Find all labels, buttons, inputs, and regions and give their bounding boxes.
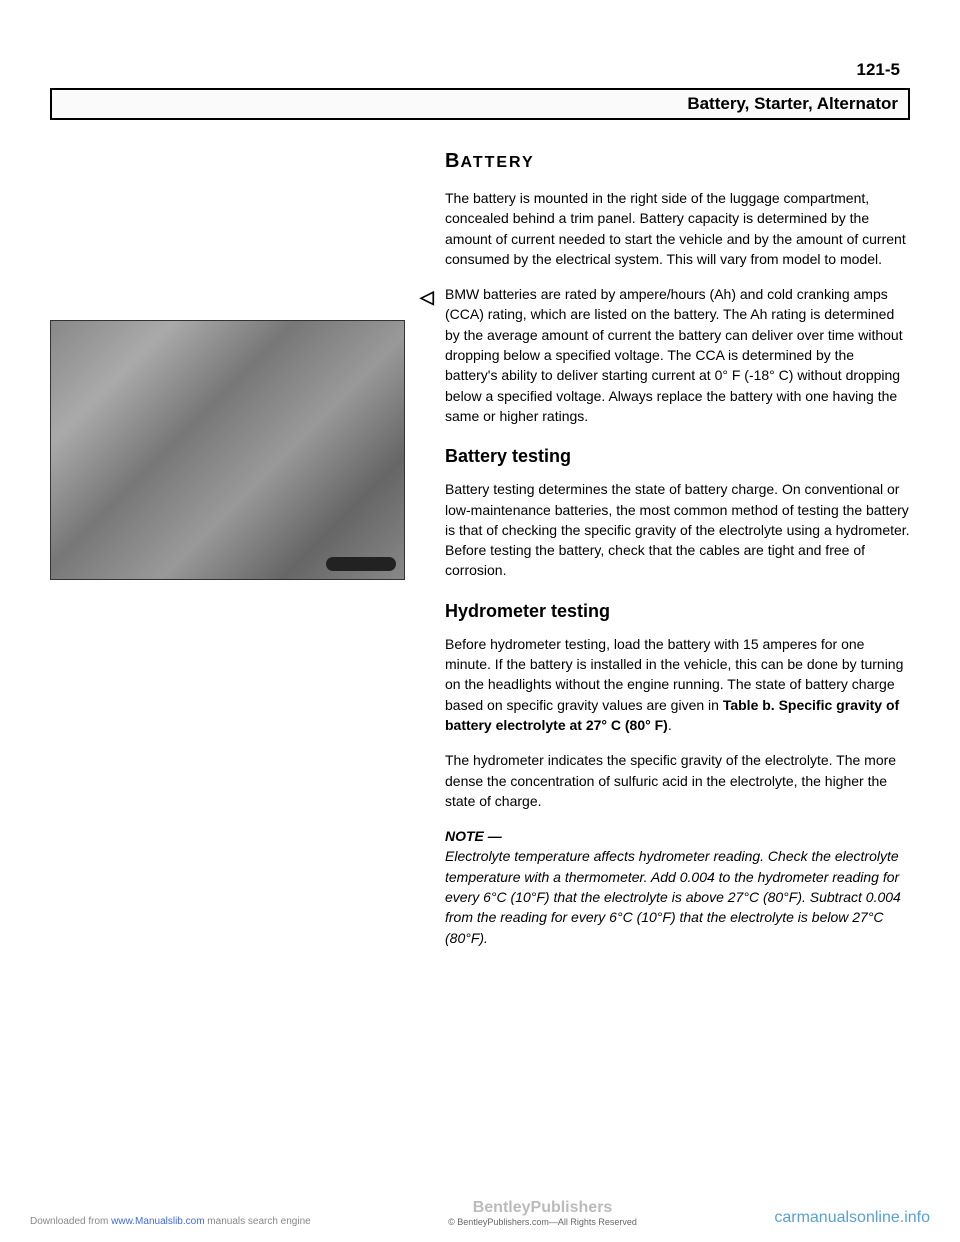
battery-heading: BATTERY <box>445 150 910 173</box>
hydrometer-paragraph-2: The hydrometer indicates the specific gr… <box>445 750 910 811</box>
battery-photo <box>50 320 405 580</box>
arrow-text: BMW batteries are rated by ampere/hours … <box>445 286 903 424</box>
page-footer: Downloaded from www.Manualslib.com manua… <box>0 1199 960 1227</box>
battery-testing-paragraph: Battery testing determines the state of … <box>445 479 910 580</box>
footer-center: BentleyPublishers <box>448 1199 637 1217</box>
hydrometer-testing-heading: Hydrometer testing <box>445 601 910 622</box>
intro-paragraph: The battery is mounted in the right side… <box>445 188 910 269</box>
note-text: Electrolyte temperature affects hydromet… <box>445 848 901 945</box>
page-number: 121-5 <box>50 60 910 80</box>
arrow-paragraph: ◁ BMW batteries are rated by ampere/hour… <box>445 284 910 426</box>
hydrometer-paragraph-1: Before hydrometer testing, load the batt… <box>445 634 910 735</box>
footer-center-sub: © BentleyPublishers.com—All Rights Reser… <box>448 1217 637 1227</box>
footer-left-a: Downloaded from <box>30 1216 111 1227</box>
footer-right[interactable]: carmanualsonline.info <box>774 1209 930 1227</box>
section-title-bar: Battery, Starter, Alternator <box>50 88 910 120</box>
arrow-icon: ◁ <box>420 284 434 310</box>
footer-left: Downloaded from www.Manualslib.com manua… <box>30 1216 311 1227</box>
note-label: NOTE — <box>445 828 502 844</box>
footer-center-block: BentleyPublishers © BentleyPublishers.co… <box>448 1199 637 1227</box>
content-area: BATTERY The battery is mounted in the ri… <box>50 150 910 963</box>
battery-testing-heading: Battery testing <box>445 446 910 467</box>
footer-left-link[interactable]: www.Manualslib.com <box>111 1216 204 1227</box>
note-block: NOTE — Electrolyte temperature affects h… <box>445 826 910 948</box>
footer-left-c: manuals search engine <box>205 1216 311 1227</box>
right-column: BATTERY The battery is mounted in the ri… <box>445 150 910 963</box>
left-column <box>50 150 420 963</box>
